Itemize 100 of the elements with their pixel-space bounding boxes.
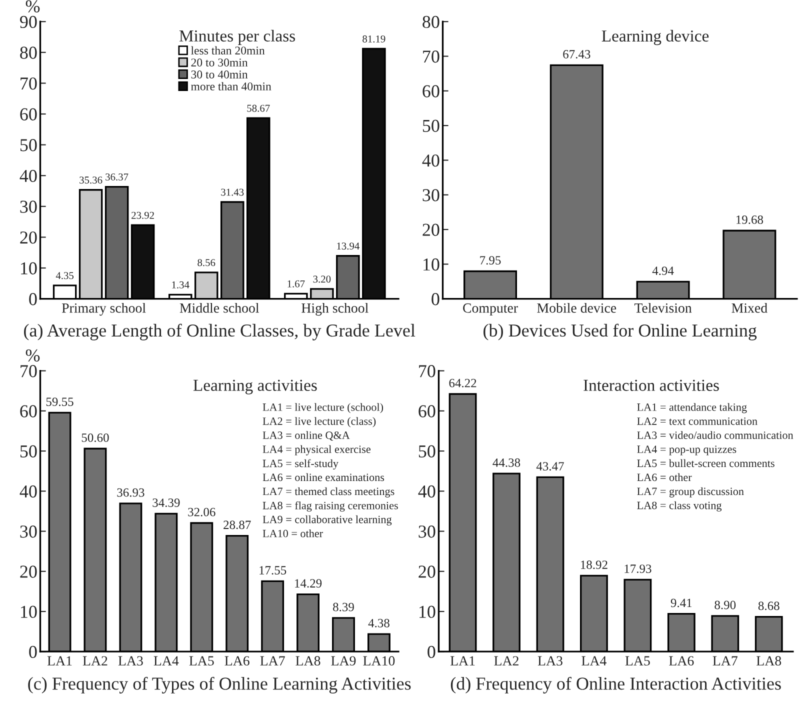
data-label: 19.68: [736, 215, 764, 224]
y-tick-label: 30: [418, 526, 436, 538]
data-label: 8.68: [758, 602, 780, 610]
annotation: LA6 = online examinations: [262, 473, 384, 482]
annotation: LA2 = text communication: [637, 417, 758, 425]
y-tick-label: 40: [418, 485, 436, 498]
annotation: LA4 = pop-up quizzes: [637, 446, 736, 456]
y-tick-label: 30: [422, 189, 440, 202]
x-tick-label: High school: [302, 302, 368, 316]
y-tick-label: 80: [422, 16, 440, 28]
data-label: 1.67: [288, 280, 305, 288]
y-tick-label: 70: [20, 365, 37, 378]
data-label: 81.19: [362, 35, 386, 42]
y-tick-label: 60: [20, 108, 37, 120]
annotation: LA5 = bullet-screen comments: [637, 459, 774, 468]
y-tick-label: 0: [29, 293, 37, 306]
text: (b) Devices Used for Online Learning: [484, 324, 757, 340]
y-tick-label: 0: [29, 646, 37, 658]
annotation: LA4 = physical exercise: [262, 445, 370, 456]
y-tick-label: 10: [21, 606, 37, 618]
annotation: LA2 = live lecture (class): [262, 417, 376, 428]
data-label: 13.94: [337, 242, 360, 250]
y-tick-label: 10: [419, 606, 436, 618]
annotation: LA8 = flag raising ceremonies: [262, 501, 398, 512]
data-label: 67.43: [563, 50, 590, 59]
annotation: LA1 = live lecture (school): [262, 403, 384, 414]
x-tick-label: LA10: [363, 656, 395, 666]
data-label: 59.55: [46, 398, 74, 406]
x-tick-label: LA4: [154, 656, 179, 666]
annotation: LA7 = themed class meetings: [262, 487, 394, 498]
y-axis-title: %: [26, 0, 40, 12]
y-tick-label: 40: [422, 154, 440, 167]
legend-label: more than 40min: [191, 82, 272, 90]
x-tick-label: Primary school: [62, 302, 146, 316]
data-label: 14.29: [295, 579, 322, 588]
annotation: LA8 = class voting: [637, 501, 722, 512]
x-tick-label: Mobile device: [537, 302, 616, 313]
y-tick-label: 40: [20, 170, 37, 182]
y-tick-label: 50: [20, 139, 37, 152]
data-label: 50.60: [82, 433, 109, 442]
x-tick-label: Computer: [463, 303, 518, 316]
y-tick-label: 70: [419, 365, 436, 378]
y-tick-label: 30: [20, 526, 37, 538]
x-tick-label: Television: [634, 302, 692, 313]
x-tick-label: LA1: [450, 656, 475, 666]
x-tick-label: LA5: [625, 656, 650, 666]
text: (c) Frequency of Types of Online Learning Activities: [28, 676, 411, 694]
legend-label: less than 20min: [190, 46, 265, 55]
data-label: 8.90: [714, 600, 736, 610]
y-tick-label: 20: [418, 566, 436, 578]
x-tick-label: LA5: [189, 656, 214, 666]
data-label: 17.93: [624, 564, 652, 574]
x-tick-label: LA6: [669, 656, 694, 666]
chart-subtitle: Learning device: [602, 30, 709, 46]
x-tick-label: LA7: [712, 656, 738, 666]
x-tick-label: LA4: [582, 656, 606, 666]
data-label: 3.20: [313, 276, 331, 283]
data-label: 4.35: [56, 272, 74, 280]
data-label: 58.67: [247, 104, 270, 112]
y-tick-label: 0: [432, 293, 440, 306]
y-tick-label: 40: [20, 485, 37, 498]
data-label: 9.41: [670, 598, 692, 608]
legend-label: 20 to 30min: [191, 58, 248, 66]
y-tick-label: 20: [422, 224, 440, 236]
data-label: 36.93: [117, 488, 144, 497]
data-label: 44.38: [492, 458, 520, 467]
x-tick-label: LA1: [47, 656, 72, 666]
data-label: 4.94: [652, 266, 674, 276]
x-tick-label: LA6: [224, 656, 250, 666]
data-label: 34.39: [152, 498, 180, 507]
data-label: 35.36: [80, 176, 102, 184]
y-tick-label: 60: [20, 405, 37, 418]
y-tick-label: 10: [424, 258, 440, 271]
y-tick-label: 0: [428, 646, 436, 658]
annotation: LA5 = self-study: [262, 459, 338, 470]
annotation: LA7 = group discussion: [637, 487, 744, 498]
annotation: LA10 = other: [262, 529, 323, 538]
y-tick-label: 70: [423, 50, 440, 63]
x-tick-label: LA2: [82, 656, 108, 666]
data-label: 64.22: [449, 378, 476, 388]
y-tick-label: 50: [20, 445, 37, 458]
annotation: LA3 = online Q&A: [262, 431, 350, 441]
text: (a) Average Length of Online Classes, by Grade Level: [24, 324, 416, 340]
data-label: 31.43: [221, 188, 244, 196]
legend-label: 30 to 40min: [191, 70, 248, 78]
annotation: LA6 = other: [637, 473, 692, 482]
chart-subtitle: Learning activities: [193, 380, 317, 394]
data-label: 7.95: [480, 256, 501, 265]
x-tick-label: Middle school: [180, 302, 260, 313]
y-tick-label: 10: [21, 262, 37, 274]
data-label: 43.47: [536, 462, 564, 471]
data-label: 23.92: [132, 212, 154, 219]
data-label: 18.92: [581, 560, 608, 570]
data-label: 8.39: [333, 602, 354, 612]
x-tick-label: LA9: [331, 656, 356, 666]
legend-title: Minutes per class: [179, 30, 295, 45]
y-tick-label: 20: [20, 231, 37, 244]
x-tick-label: LA3: [538, 656, 562, 666]
y-tick-label: 50: [418, 445, 436, 458]
x-tick-label: Mixed: [732, 302, 768, 313]
